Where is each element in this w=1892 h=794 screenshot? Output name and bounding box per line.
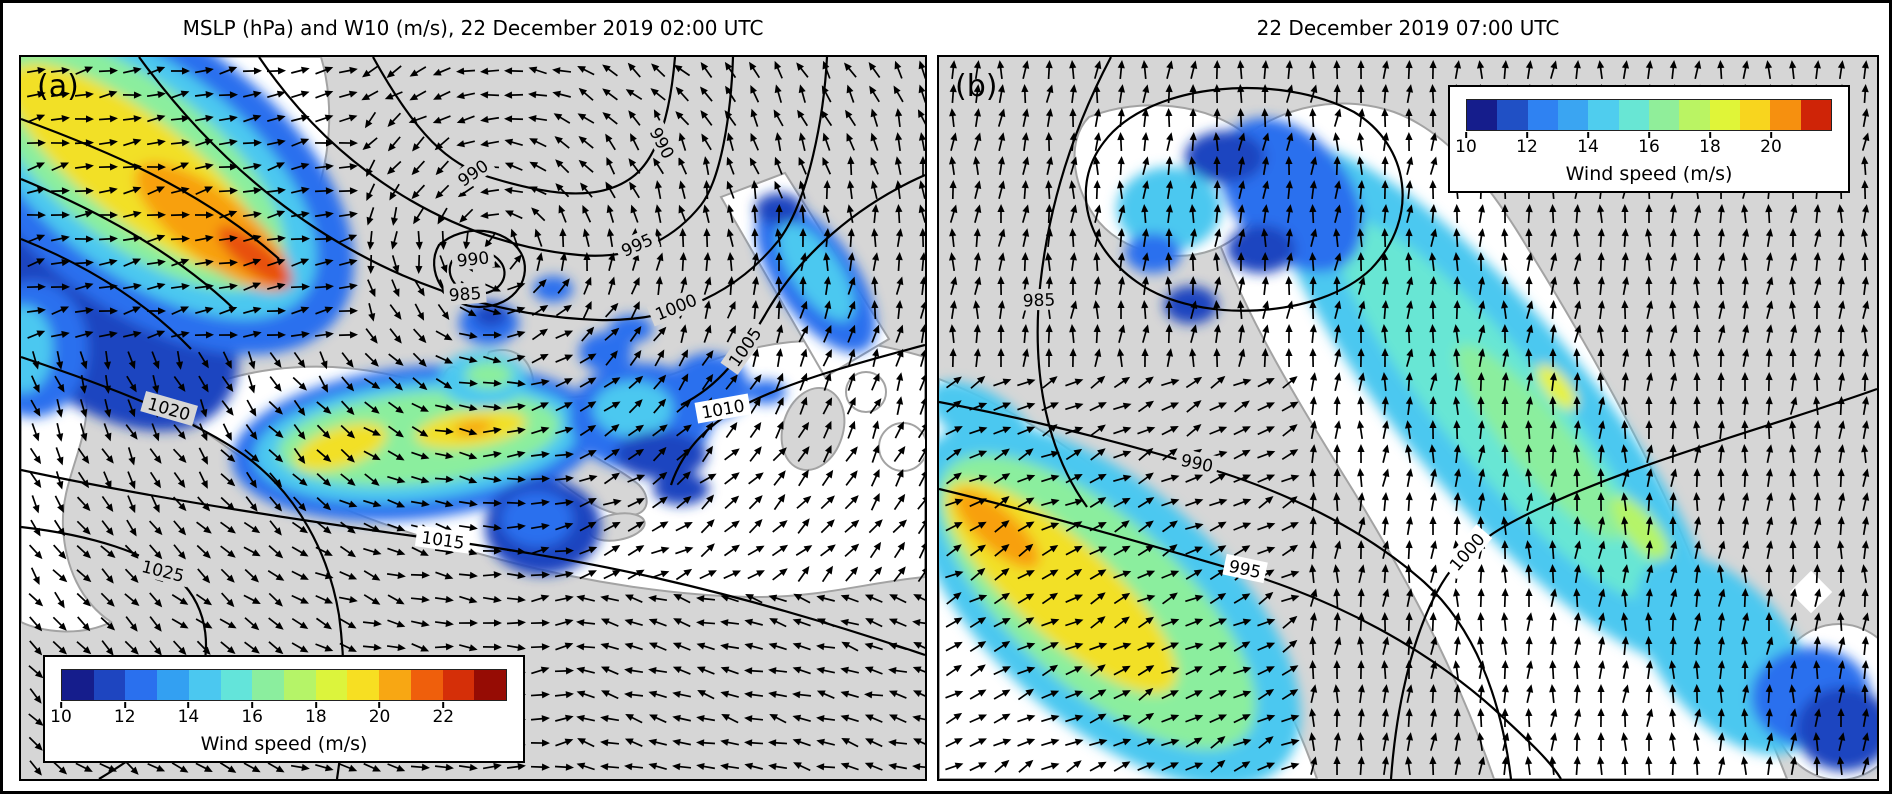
colorbar-segment [442,670,475,700]
svg-text:985: 985 [448,284,482,306]
colorbar-segment [1770,100,1801,130]
contour-label: 990 [1174,447,1220,478]
colorbar-segment [1739,100,1771,130]
contour-label: 1015 [414,525,472,554]
colorbar-label: Wind speed (m/s) [200,733,368,755]
colorbar-segment [284,670,316,700]
panel-a-title: MSLP (hPa) and W10 (m/s), 22 December 20… [182,16,764,40]
colorbar-tick: 14 [1577,132,1599,158]
colorbar-segment [93,670,126,700]
colorbar-segment [157,670,189,700]
colorbar-segment [1800,100,1831,130]
colorbar-tick: 18 [1699,132,1721,158]
colorbar-tick: 16 [241,702,263,728]
panel-a-map: 990 990 995 1000 1005 990 985 1010 1020 … [19,55,927,781]
colorbar-tick: 22 [432,702,454,728]
colorbar-gradient [1466,99,1832,131]
colorbar-segment [1557,100,1589,130]
colorbar-segment [315,670,348,700]
colorbar-segment [410,670,443,700]
colorbar-tick: 20 [369,702,390,728]
colorbar-ticks: 10 12 14 16 18 20 22 [50,702,507,729]
svg-text:985: 985 [1022,290,1055,311]
colorbar-gradient [61,669,507,701]
panel-a-letter: (a) [37,69,79,104]
mslp-contours [939,57,1877,779]
colorbar-ticks: 10 12 14 16 18 20 [1455,132,1832,159]
panel-b-letter: (b) [955,69,998,104]
colorbar-segment [1648,100,1680,130]
colorbar-segment [1709,100,1740,130]
colorbar-segment [1467,100,1498,130]
colorbar-segment [1588,100,1619,130]
colorbar-segment [1527,100,1558,130]
colorbar-tick: 12 [1516,132,1538,158]
contour-labels: 990 990 995 1000 1005 990 985 1010 1020 … [134,119,769,588]
contour-label: 985 [1017,288,1061,312]
colorbar-tick: 10 [50,702,72,728]
colorbar-segment [347,670,380,700]
colorbar-tick: 18 [305,702,327,728]
colorbar-tick: 14 [178,702,199,728]
colorbar-segment [1679,100,1710,130]
colorbar-b: 10 12 14 16 18 20 Wind speed (m/s) [1448,85,1850,193]
colorbar-label: Wind speed (m/s) [1565,163,1733,185]
colorbar-segment [62,670,94,700]
colorbar-segment [188,670,221,700]
colorbar-segment [1618,100,1649,130]
svg-text:990: 990 [456,248,490,271]
no-data-gap [1789,570,1833,614]
colorbar-segment [125,670,158,700]
wind-speed-shading [939,117,1877,779]
colorbar-segment [474,670,507,700]
colorbar-a: 10 12 14 16 18 20 22 Wind speed (m/s) [43,655,525,763]
colorbar-segment [1497,100,1528,130]
panel-b-title: 22 December 2019 07:00 UTC [1256,16,1560,40]
contour-label: 1020 [140,390,198,427]
colorbar-segment [252,670,285,700]
contour-label: 990 [450,245,495,272]
colorbar-segment [220,670,253,700]
colorbar-tick: 10 [1455,132,1477,158]
colorbar-tick: 20 [1760,132,1782,158]
panel-b-map: 985 990 995 1000 (b) 10 12 14 16 18 20 Wind s… [937,55,1879,781]
colorbar-tick: 12 [114,702,136,728]
colorbar-tick: 16 [1638,132,1660,158]
colorbar-segment [379,670,411,700]
contour-label: 985 [443,281,487,306]
